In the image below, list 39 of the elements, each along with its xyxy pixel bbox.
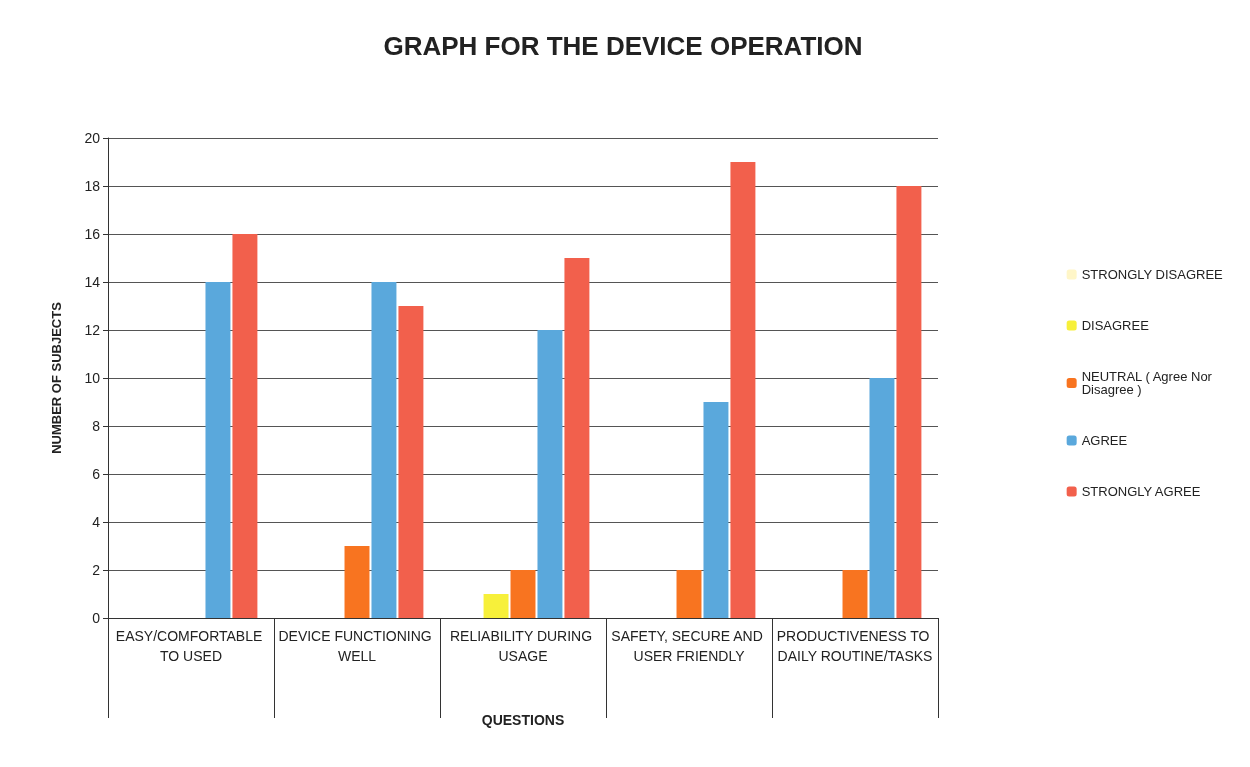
x-tick-label: PRODUCTIVENESS TO DAILY ROUTINE/TASKS [776, 628, 934, 664]
legend-label: STRONGLY AGREE [1081, 484, 1201, 499]
bar [510, 570, 536, 618]
x-tick-label: EASY/COMFORTABLE TO USED [115, 628, 267, 664]
bar [730, 162, 756, 618]
bar [842, 570, 868, 618]
y-axis-title: NUMBER OF SUBJECTS [49, 301, 64, 454]
x-tick-label: RELIABILITY DURING USAGE [449, 628, 597, 664]
x-tick-label: DEVICE FUNCTIONING WELL [278, 628, 436, 664]
bar [483, 594, 509, 618]
y-tick-label: 6 [92, 466, 101, 482]
y-tick-label: 2 [92, 562, 101, 578]
y-tick-label: 14 [84, 274, 101, 290]
bar [371, 282, 397, 618]
y-tick-label: 10 [84, 370, 101, 386]
bar [564, 258, 590, 618]
bar [676, 570, 702, 618]
y-tick-label: 12 [84, 322, 101, 338]
chart-title: GRAPH FOR THE DEVICE OPERATION [383, 31, 863, 61]
legend-label: AGREE [1081, 433, 1128, 448]
bar [398, 306, 424, 618]
y-tick-label: 16 [84, 226, 101, 242]
y-tick-label: 0 [92, 610, 101, 626]
y-tick-label: 20 [84, 130, 101, 146]
x-tick-label: SAFETY, SECURE AND USER FRIENDLY [611, 628, 767, 664]
y-tick-label: 8 [92, 418, 101, 434]
legend-label: NEUTRAL ( Agree Nor Disagree ) [1081, 369, 1216, 397]
bar [869, 378, 895, 618]
bar [537, 330, 563, 618]
bar [205, 282, 231, 618]
y-tick-label: 18 [84, 178, 101, 194]
bar [896, 186, 922, 618]
legend-label: DISAGREE [1081, 318, 1150, 333]
bar [232, 234, 258, 618]
bar [344, 546, 370, 618]
bar [703, 402, 729, 618]
y-tick-label: 4 [92, 514, 101, 530]
legend-label: STRONGLY DISAGREE [1081, 267, 1224, 282]
x-axis-title: QUESTIONS [481, 712, 565, 728]
